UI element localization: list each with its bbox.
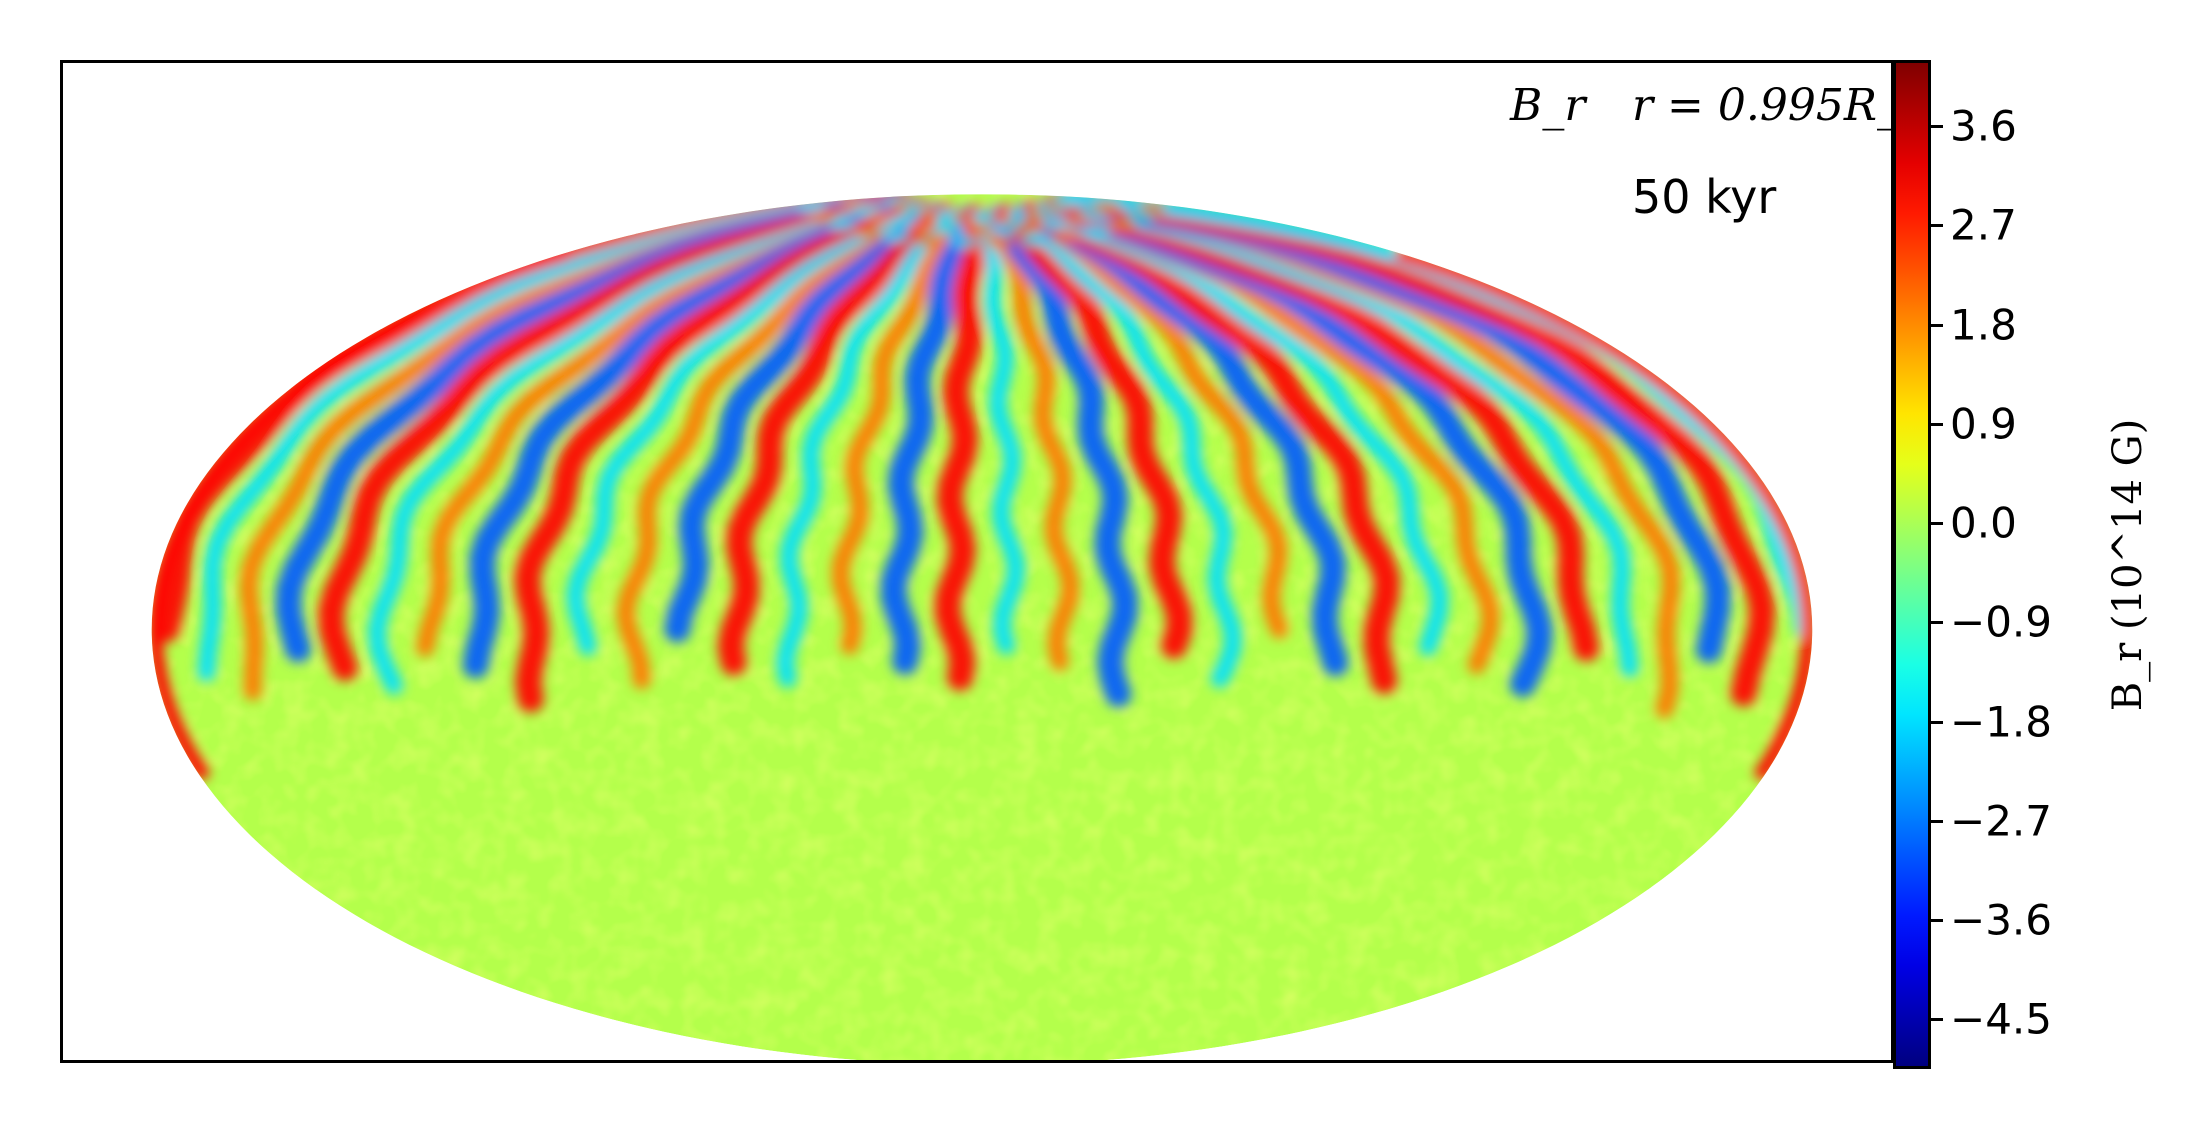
polar-patch	[963, 223, 991, 236]
colorbar-tick	[1931, 621, 1943, 625]
limb-rim	[151, 246, 570, 782]
projection-map	[151, 194, 1813, 1060]
colorbar-tick	[1931, 125, 1943, 129]
colorbar-tick-label: −0.9	[1950, 597, 2052, 647]
field-stripe	[514, 198, 937, 713]
colorbar-tick-label: 1.8	[1950, 300, 2017, 350]
polar-patch	[935, 222, 964, 235]
field-stripe	[996, 203, 1193, 659]
field-stripe	[1021, 200, 1400, 695]
field-stripe	[988, 204, 1138, 708]
limb-rim	[1394, 246, 1813, 782]
polar-patch	[1126, 211, 1155, 224]
polar-patch	[990, 223, 1019, 236]
field-stripe	[975, 208, 1026, 655]
plot-frame	[60, 60, 1894, 1063]
polar-patch	[808, 210, 837, 223]
polar-patch	[1107, 219, 1136, 232]
field-stripe	[1015, 201, 1349, 677]
polar-patch	[910, 220, 938, 233]
field-stripe	[566, 204, 938, 656]
field-stripe	[367, 197, 917, 695]
polar-patch	[1138, 201, 1167, 214]
field-stripe	[983, 208, 1080, 671]
colorbar-tick	[1931, 819, 1943, 823]
polar-patch	[1052, 194, 1081, 207]
field-stripe	[831, 208, 973, 655]
field-stripe	[934, 204, 991, 691]
radius-label: r = 0.995R_*	[1632, 80, 1921, 131]
colorbar-tick-label: −2.7	[1950, 796, 2052, 846]
polar-patch	[949, 235, 978, 248]
polar-patch	[1020, 234, 1049, 247]
field-stripes	[151, 194, 1813, 782]
field-stripe	[717, 202, 961, 676]
polar-patch	[1091, 201, 1120, 214]
colorbar-title: B_r (10^14 G)	[2105, 418, 2151, 712]
colorbar-tick	[1931, 720, 1943, 724]
field-stripe	[318, 194, 917, 681]
colorbar-tick	[1931, 224, 1943, 228]
colorbar-tick-label: −1.8	[1950, 697, 2052, 747]
polar-patch	[1016, 221, 1045, 234]
polar-patch	[827, 218, 856, 231]
polar-patch	[1083, 225, 1111, 238]
colorbar-tick	[1931, 422, 1943, 426]
field-stripe	[880, 204, 985, 675]
polar-patch	[886, 216, 915, 229]
colorbar-tick-label: 0.9	[1950, 399, 2017, 449]
colorbar-tick	[1931, 1018, 1943, 1022]
polar-patch	[852, 225, 881, 238]
polar-patch	[797, 201, 826, 214]
colorbar-tick	[1931, 919, 1943, 923]
field-stripe	[1043, 194, 1600, 662]
colorbar-tick-label: −3.6	[1950, 895, 2052, 945]
quantity-label: B_r	[1510, 80, 1586, 131]
colorbar-tick-label: 0.0	[1950, 498, 2017, 548]
polar-patch	[1053, 230, 1082, 243]
field-stripe	[664, 202, 954, 643]
colorbar	[1893, 60, 1931, 1069]
field-stripe	[1013, 206, 1289, 639]
field-stripe	[1032, 202, 1449, 656]
polar-patch	[914, 234, 943, 247]
time-label: 50 kyr	[1632, 170, 1777, 224]
colorbar-tick-label: 2.7	[1950, 200, 2017, 250]
colorbar-tick	[1931, 323, 1943, 327]
colorbar-tick-label: 3.6	[1950, 101, 2017, 151]
field-stripe	[775, 207, 965, 688]
colorbar-tick	[1931, 522, 1943, 526]
field-stripe	[616, 205, 944, 690]
polar-patch	[1041, 218, 1070, 231]
field-stripe	[1007, 206, 1242, 688]
polar-patch	[881, 230, 910, 243]
polar-patch	[985, 235, 1014, 248]
colorbar-tick-label: −4.5	[1950, 994, 2052, 1044]
field-stripe	[1050, 196, 1639, 678]
